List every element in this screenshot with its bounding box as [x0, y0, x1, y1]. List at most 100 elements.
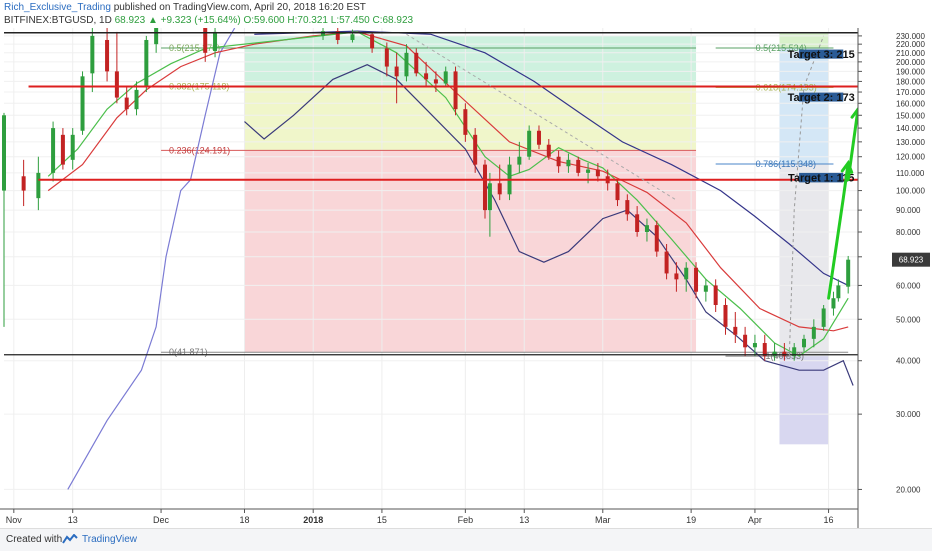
- candles: [2, 28, 851, 361]
- candle-body: [517, 156, 522, 165]
- published-text: published on TradingView.com, April 20, …: [113, 2, 366, 13]
- y-tick-label: 90.000: [896, 206, 921, 215]
- candle-body: [443, 71, 448, 84]
- fib-level-label: 0.786(115.348): [756, 159, 816, 169]
- tradingview-logo-icon: [62, 534, 78, 544]
- last-price-label: 68.923: [899, 256, 924, 265]
- y-tick-label: 200.000: [896, 58, 925, 67]
- candle-body: [433, 79, 438, 84]
- candle-body: [723, 304, 728, 327]
- x-tick-label: Dec: [153, 515, 170, 525]
- target-box: [799, 49, 844, 59]
- candle-body: [124, 97, 129, 110]
- candle-body: [350, 34, 355, 40]
- fib-zone: [779, 164, 829, 357]
- chart-header: Rich_Exclusive_Trading published on Trad…: [0, 0, 932, 28]
- x-tick-label: 13: [519, 515, 529, 525]
- x-tick-label: 15: [377, 515, 387, 525]
- candle-body: [615, 183, 620, 201]
- dashed-line: [788, 35, 825, 357]
- candle-body: [644, 225, 649, 233]
- x-tick-label: Apr: [748, 515, 762, 525]
- fib-zone: [779, 47, 829, 165]
- y-tick-label: 40.000: [896, 357, 921, 366]
- indicator-lines: [47, 28, 854, 490]
- fib-zone: [779, 356, 829, 445]
- candle-body: [586, 169, 591, 173]
- y-tick-label: 230.000: [896, 32, 925, 41]
- y-tick-label: 170.000: [896, 88, 925, 97]
- indicator-series-line: [254, 30, 849, 286]
- indicator-series-line: [244, 64, 854, 386]
- candle-body: [453, 71, 458, 110]
- fib-level-label: 0.236(124.191): [169, 145, 230, 155]
- horizontal-lines: [4, 31, 858, 356]
- x-tick-label: 13: [68, 515, 78, 525]
- dashed-line: [406, 33, 677, 201]
- created-with-label: Created with: [6, 534, 63, 545]
- candle-body: [424, 73, 429, 80]
- candle-body: [703, 285, 708, 292]
- candle-body: [772, 351, 777, 357]
- target-box: [799, 172, 844, 183]
- candle-body: [321, 31, 326, 36]
- candle-body: [836, 285, 841, 299]
- x-tick-label: Nov: [6, 515, 23, 525]
- candle-body: [80, 76, 85, 131]
- candle-body: [144, 39, 149, 87]
- candle-body: [114, 71, 119, 98]
- candle-body: [713, 285, 718, 305]
- publish-line: Rich_Exclusive_Trading published on Trad…: [4, 2, 366, 13]
- target-label: Target 2: 173: [788, 92, 855, 104]
- last-price-marker: [892, 252, 930, 267]
- candle-body: [743, 334, 748, 348]
- last-price: 68.923: [114, 15, 146, 26]
- high-value: H:70.321: [287, 15, 328, 26]
- candle-body: [831, 298, 836, 309]
- x-tick-label: 16: [824, 515, 834, 525]
- candle-body: [154, 28, 159, 45]
- fib-zone: [244, 86, 697, 151]
- y-tick-label: 110.000: [896, 169, 925, 178]
- candle-body: [733, 326, 738, 335]
- candle-body: [684, 267, 689, 280]
- y-tick-label: 140.000: [896, 124, 925, 133]
- candle-body: [527, 130, 532, 157]
- y-tick-label: 20.000: [896, 485, 921, 494]
- indicator-series-line: [47, 31, 849, 357]
- x-tick-label: Feb: [458, 515, 474, 525]
- indicator-series-line: [67, 28, 236, 490]
- candle-body: [546, 144, 551, 157]
- price-axis-bg: [858, 28, 932, 528]
- dashed-lines: [406, 33, 825, 357]
- target-box: [799, 92, 844, 102]
- y-tick-label: 160.000: [896, 99, 925, 108]
- y-tick-label: 30.000: [896, 410, 921, 419]
- low-value: L:57.450: [330, 15, 370, 26]
- fib-level-label: 0.5(215.278): [169, 43, 220, 53]
- author-link[interactable]: Rich_Exclusive_Trading: [4, 2, 111, 13]
- candle-body: [105, 39, 110, 72]
- y-tick-label: 80.000: [896, 228, 921, 237]
- target-label: Target 1: 115: [788, 173, 854, 185]
- candle-body: [482, 164, 487, 211]
- candle-body: [566, 159, 571, 167]
- x-tick-label: 2018: [303, 515, 323, 525]
- y-tick-label: 100.000: [896, 187, 925, 196]
- fib-level-label: 0.5(215.534): [756, 43, 807, 53]
- fib-zone: [244, 35, 697, 87]
- footer: Created with TradingView: [0, 528, 932, 551]
- price-change: ▲ +9.323 (+15.64%): [147, 15, 241, 26]
- projection-arrow: [827, 161, 850, 300]
- open-value: O:59.600: [243, 15, 285, 26]
- candle-body: [203, 28, 208, 53]
- candle-body: [370, 34, 375, 49]
- tradingview-link[interactable]: TradingView: [82, 534, 138, 545]
- candle-body: [60, 134, 65, 165]
- candle-body: [674, 273, 679, 280]
- targets: Target 3: 215 Target 2: 173 Target 1: 115: [788, 49, 855, 185]
- candle-body: [821, 308, 826, 327]
- candle-body: [625, 200, 630, 215]
- projection-arrows: [827, 106, 864, 300]
- price-chart[interactable]: 0.5(215.278)0.382(175.118)0.236(124.191)…: [0, 28, 932, 528]
